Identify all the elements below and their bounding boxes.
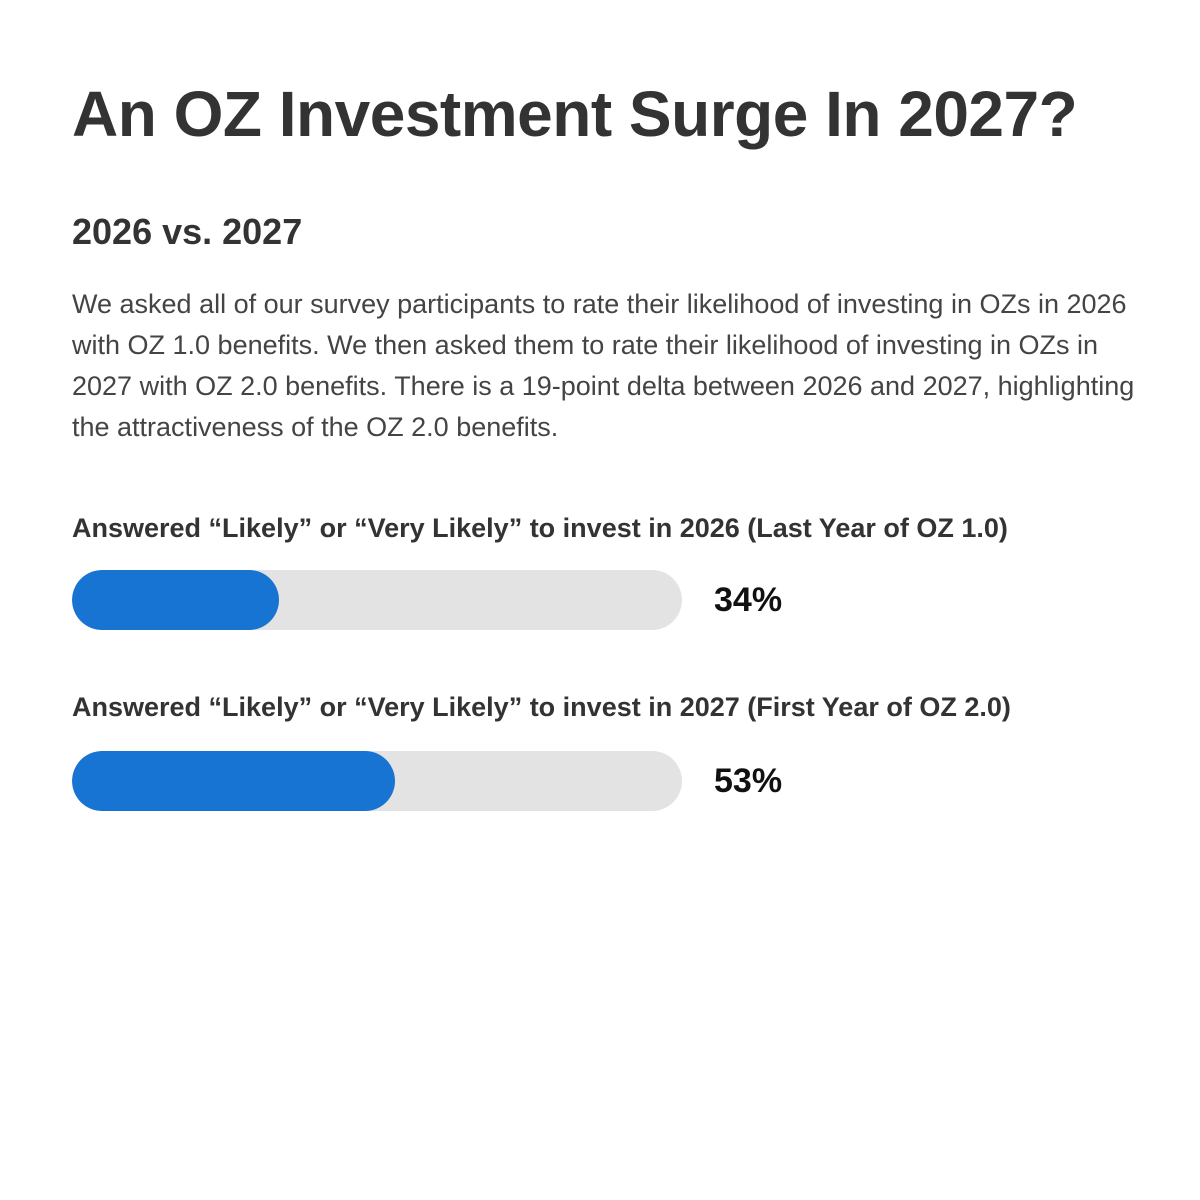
- bar-track-2026: [72, 570, 682, 630]
- section-subtitle: 2026 vs. 2027: [72, 211, 303, 252]
- infographic: An OZ Investment Surge In 2027? 2026 vs.…: [72, 0, 1142, 1200]
- bar-fill-2026: [72, 570, 280, 630]
- description-paragraph: We asked all of our survey participants …: [72, 289, 1135, 442]
- bar-label-2027: Answered “Likely” or “Very Likely” to in…: [72, 692, 1011, 722]
- page-title: An OZ Investment Surge In 2027?: [72, 78, 1078, 150]
- bar-value-2027: 53%: [714, 762, 783, 800]
- bar-label-2026: Answered “Likely” or “Very Likely” to in…: [72, 513, 1008, 543]
- bar-fill-2027: [72, 751, 396, 811]
- bar-value-2026: 34%: [714, 581, 783, 619]
- bar-track-2027: [72, 751, 682, 811]
